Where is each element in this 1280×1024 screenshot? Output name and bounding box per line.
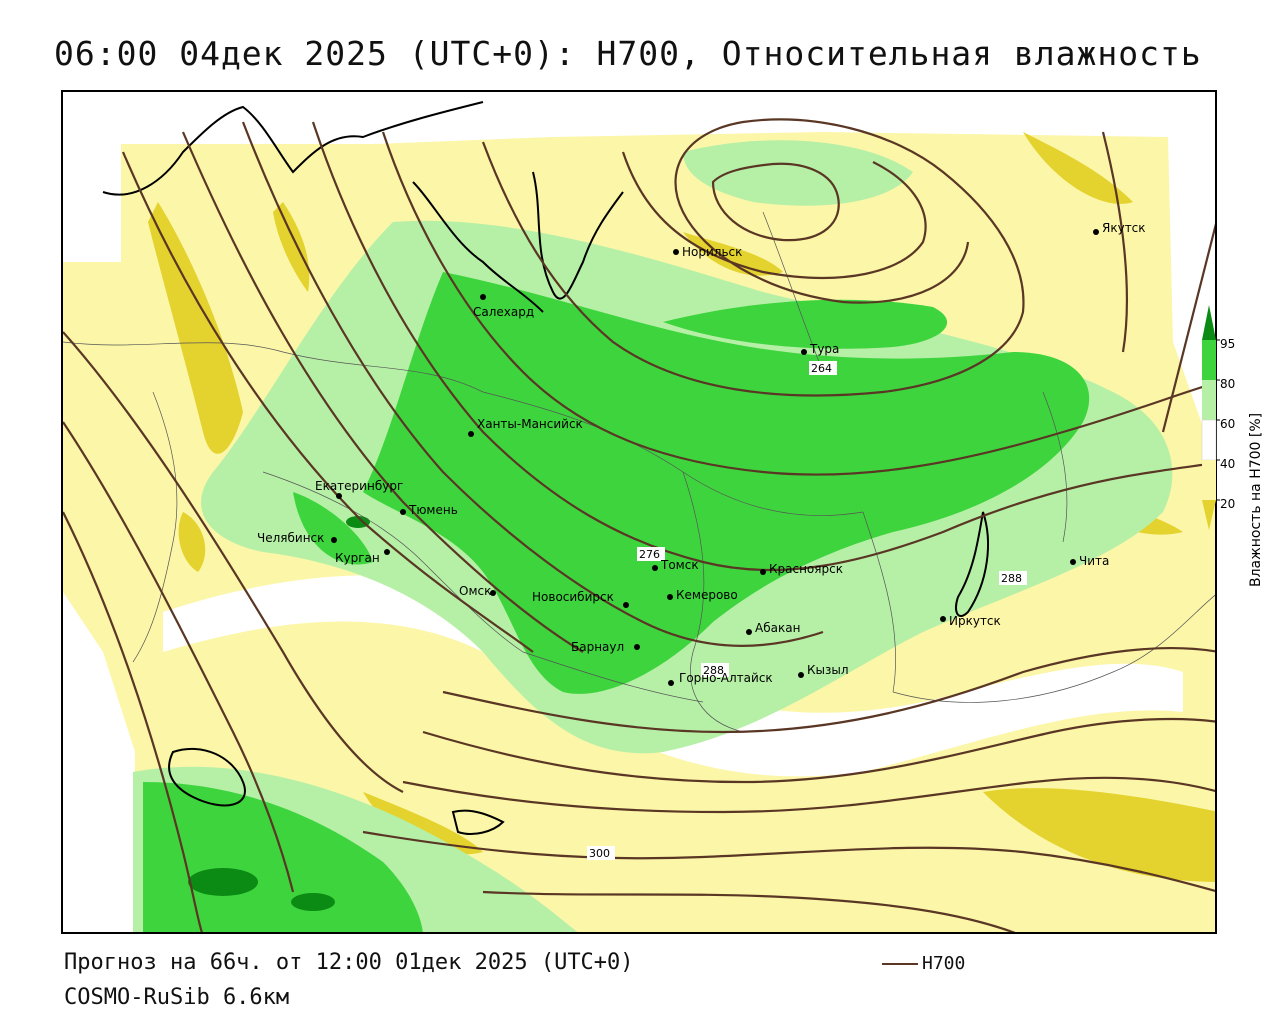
city-krasnoyarsk[interactable]: Красноярск bbox=[760, 562, 843, 576]
coastlines bbox=[102, 101, 989, 835]
city-gorno-altaysk[interactable]: Горно-Алтайск bbox=[668, 671, 773, 686]
city-khanty-mansiysk[interactable]: Ханты-Мансийск bbox=[468, 417, 583, 437]
legend-band-40-60 bbox=[1201, 419, 1217, 461]
city-kyzyl[interactable]: Кызыл bbox=[798, 663, 849, 678]
legend-band-60-80 bbox=[1202, 380, 1216, 420]
forecast-info: Прогноз на 66ч. от 12:00 01дек 2025 (UTC… bbox=[64, 950, 634, 975]
svg-text:Горно-Алтайск: Горно-Алтайск bbox=[679, 671, 773, 685]
svg-text:Курган: Курган bbox=[335, 551, 380, 565]
city-tomsk[interactable]: Томск bbox=[652, 558, 699, 572]
svg-text:Челябинск: Челябинск bbox=[257, 531, 324, 545]
svg-text:288: 288 bbox=[703, 664, 724, 677]
svg-text:264: 264 bbox=[811, 362, 832, 375]
svg-text:Кемерово: Кемерово bbox=[676, 588, 738, 602]
svg-text:Ханты-Мансийск: Ханты-Мансийск bbox=[477, 417, 583, 431]
svg-text:Абакан: Абакан bbox=[755, 621, 800, 635]
legend-tick-40: 40 bbox=[1220, 457, 1235, 471]
contour-label-264: 264 bbox=[809, 361, 837, 375]
city-norilsk[interactable]: Норильск bbox=[673, 245, 742, 259]
svg-text:Иркутск: Иркутск bbox=[949, 614, 1001, 628]
city-salekhard[interactable]: Салехард bbox=[473, 294, 534, 319]
contour-label-288-south: 288 bbox=[701, 663, 729, 677]
contour-key-label: H700 bbox=[922, 953, 966, 974]
legend-band-80-95 bbox=[1202, 340, 1216, 380]
legend-tick-80: 80 bbox=[1220, 377, 1235, 391]
legend-top-arrow bbox=[1202, 305, 1216, 340]
svg-text:Омск: Омск bbox=[459, 584, 491, 598]
city-tura[interactable]: Тура bbox=[801, 342, 839, 356]
svg-text:Норильск: Норильск bbox=[682, 245, 742, 259]
contour-labels: 264 276 288 300 288 bbox=[587, 361, 1027, 860]
city-abakan[interactable]: Абакан bbox=[746, 621, 800, 635]
legend-bottom-arrow bbox=[1202, 500, 1216, 530]
svg-text:Барнаул: Барнаул bbox=[571, 640, 624, 654]
city-yakutsk[interactable]: Якутск bbox=[1093, 221, 1146, 235]
legend-tick-20: 20 bbox=[1220, 497, 1235, 511]
city-barnaul[interactable]: Барнаул bbox=[571, 640, 640, 654]
legend-tick-60: 60 bbox=[1220, 417, 1235, 431]
svg-text:Якутск: Якутск bbox=[1102, 221, 1146, 235]
city-chita[interactable]: Чита bbox=[1070, 554, 1109, 568]
contour-key-line bbox=[882, 963, 918, 965]
svg-text:Красноярск: Красноярск bbox=[769, 562, 843, 576]
svg-text:288: 288 bbox=[1001, 572, 1022, 585]
svg-text:Тура: Тура bbox=[809, 342, 839, 356]
contour-label-300: 300 bbox=[587, 846, 615, 860]
svg-text:Салехард: Салехард bbox=[473, 305, 534, 319]
contour-label-276: 276 bbox=[637, 547, 665, 561]
contour-key: H700 bbox=[882, 953, 965, 974]
svg-text:Чита: Чита bbox=[1079, 554, 1109, 568]
h700-contours bbox=[63, 118, 1215, 932]
model-info: COSMO-RuSib 6.6км bbox=[64, 985, 290, 1010]
city-omsk[interactable]: Омск bbox=[459, 584, 496, 598]
legend-tick-95: 95 bbox=[1220, 337, 1235, 351]
svg-text:276: 276 bbox=[639, 548, 660, 561]
city-novosibirsk[interactable]: Новосибирск bbox=[532, 590, 629, 608]
city-kurgan[interactable]: Курган bbox=[335, 549, 390, 565]
svg-text:Томск: Томск bbox=[660, 558, 699, 572]
svg-text:Новосибирск: Новосибирск bbox=[532, 590, 614, 604]
city-irkutsk[interactable]: Иркутск bbox=[940, 614, 1001, 628]
city-chelyabinsk[interactable]: Челябинск bbox=[257, 531, 337, 545]
legend-band-20-40 bbox=[1202, 460, 1216, 500]
legend-title: Влажность на H700 [%] bbox=[1248, 413, 1264, 587]
color-legend: 95 80 60 40 20 Влажность на H700 [%] bbox=[1200, 305, 1280, 605]
city-tyumen[interactable]: Тюмень bbox=[400, 503, 458, 517]
svg-text:Тюмень: Тюмень bbox=[408, 503, 458, 517]
cities: Норильск Якутск Салехард Тура Ханты-Манс… bbox=[257, 221, 1146, 686]
city-kemerovo[interactable]: Кемерово bbox=[667, 588, 738, 602]
saturated-regions bbox=[188, 516, 370, 911]
svg-text:Кызыл: Кызыл bbox=[807, 663, 849, 677]
admin-borders bbox=[63, 211, 1215, 733]
city-yekaterinburg[interactable]: Екатеринбург bbox=[315, 479, 403, 499]
humidity-map[interactable]: 264 276 288 300 288 Норильск Якутск bbox=[61, 90, 1217, 934]
map-title: 06:00 04дек 2025 (UTC+0): H700, Относите… bbox=[54, 34, 1202, 73]
svg-text:Екатеринбург: Екатеринбург bbox=[315, 479, 403, 493]
contour-label-288-east: 288 bbox=[999, 571, 1027, 585]
svg-text:300: 300 bbox=[589, 847, 610, 860]
